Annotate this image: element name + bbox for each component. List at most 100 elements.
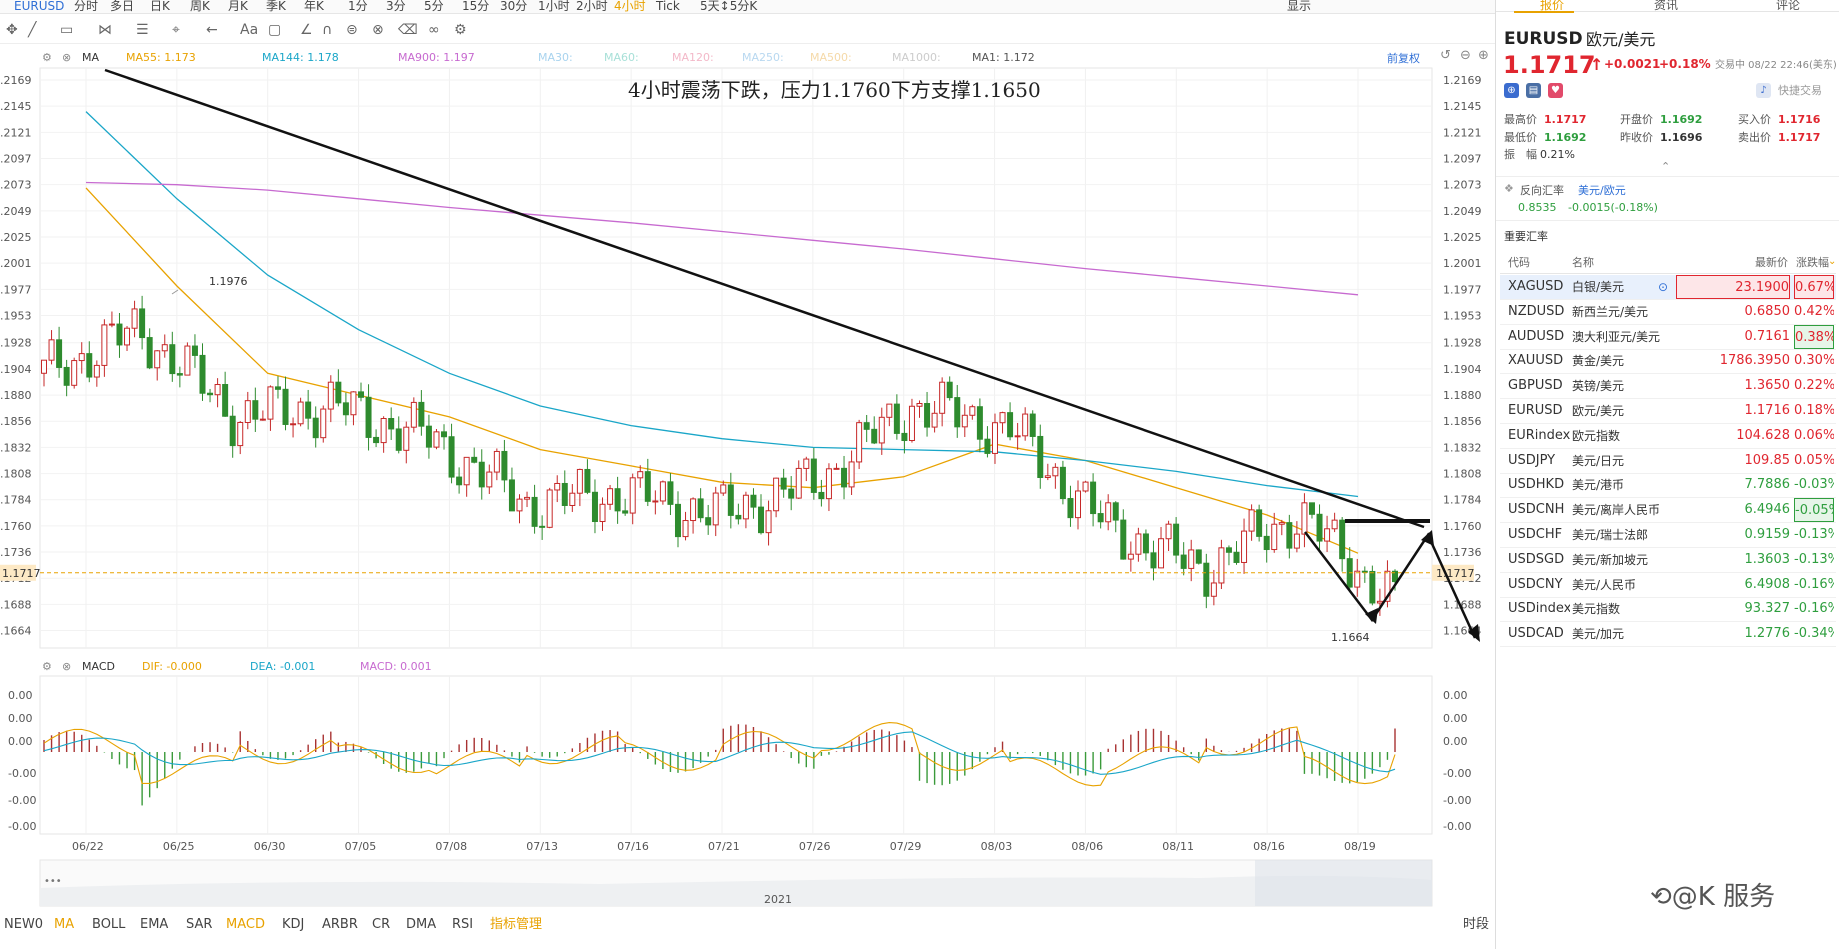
rate-row[interactable]: XAUUSD 黄金/美元 1786.3950 0.30% — [1500, 349, 1836, 375]
collapse-icon[interactable]: ⌃ — [1661, 160, 1671, 173]
ma-legend-item[interactable]: MA250: — [742, 51, 784, 64]
rate-row[interactable]: AUDUSD 澳大利亚元/美元 0.7161 0.38% — [1500, 324, 1836, 350]
period-tab[interactable]: 年K — [304, 0, 324, 13]
rate-row[interactable]: EURindex 欧元指数 104.628 0.06% — [1500, 424, 1836, 449]
panel-tab[interactable]: 评论 — [1776, 0, 1801, 12]
macd-legend-item[interactable]: DIF: -0.000 — [142, 660, 202, 673]
period-tab[interactable]: 15分 — [462, 0, 490, 13]
indicator-tab[interactable]: MA — [54, 917, 75, 932]
target-icon[interactable]: ⊙ — [1658, 280, 1669, 294]
rate-row[interactable]: USDJPY 美元/日元 109.85 0.05% — [1500, 449, 1836, 474]
quick-trade-button[interactable]: 快捷交易 — [1778, 84, 1822, 97]
indicator-tab[interactable]: 指标管理 — [490, 917, 543, 932]
indicator-tab[interactable]: EMA — [140, 917, 169, 932]
rate-row[interactable]: USDCHF 美元/瑞士法郎 0.9159-0.13% — [1500, 523, 1836, 548]
zoom-out-icon[interactable]: ⊖ — [1460, 48, 1471, 63]
sort-icon[interactable]: ⌄ — [1828, 256, 1837, 267]
period-tab[interactable]: Tick — [656, 0, 680, 13]
bell-icon[interactable]: ♪ — [1756, 83, 1771, 98]
macd-legend-title[interactable]: MACD — [82, 660, 115, 673]
ma-legend-title[interactable]: MA — [82, 51, 100, 64]
period-tab[interactable]: 月K — [228, 0, 248, 13]
text-tool-icon[interactable]: Aa — [240, 22, 259, 38]
rate-row[interactable]: USDCNH 美元/离岸人民币 6.4946-0.05% — [1500, 498, 1836, 524]
period-tab[interactable]: 1小时 — [538, 0, 570, 13]
magnet-icon[interactable]: ∩ — [322, 22, 333, 38]
period-tab[interactable]: 5天↕5分K — [700, 0, 758, 13]
rate-row[interactable]: USDSGD 美元/新加坡元 1.3603-0.13% — [1500, 548, 1836, 573]
doc-icon[interactable]: ▤ — [1526, 83, 1541, 98]
rate-row[interactable]: USDCAD 美元/加元 1.2776-0.34% — [1500, 622, 1836, 648]
ma-legend-item[interactable]: MA30: — [538, 51, 573, 64]
display-menu[interactable]: 显示 — [1287, 0, 1312, 13]
rect-tool-icon[interactable]: ▭ — [60, 22, 74, 38]
ma-close-icon[interactable]: ⊗ — [62, 51, 72, 64]
rate-row[interactable]: USDCNY 美元/人民币 6.4908-0.16% — [1500, 573, 1836, 598]
rate-row[interactable]: XAGUSD 白银/美元 23.1900 0.67% ⊙ — [1500, 275, 1836, 300]
indicator-tab[interactable]: MACD — [226, 917, 265, 932]
rate-row[interactable]: EURUSD 欧元/美元 1.1716 0.18% — [1500, 399, 1836, 424]
ma-legend-item[interactable]: MA1: 1.172 — [972, 51, 1035, 64]
rate-row[interactable]: USDHKD 美元/港币 7.7886-0.03% — [1500, 473, 1836, 499]
eye-icon[interactable]: ⊜ — [346, 22, 358, 38]
fib-tool-icon[interactable]: ⋈ — [98, 22, 112, 38]
globe-icon[interactable]: ⊕ — [1504, 83, 1519, 98]
indicator-tab[interactable]: KDJ — [282, 917, 305, 932]
panel-tab[interactable]: 报价 — [1540, 0, 1565, 12]
measure-tool-icon[interactable]: ⌖ — [172, 22, 180, 38]
session-button[interactable]: 时段 — [1463, 917, 1490, 932]
indicator-tab[interactable]: DMA — [406, 917, 437, 932]
line-tool-icon[interactable]: ╱ — [28, 22, 37, 38]
header-pct[interactable]: 涨跌幅 — [1796, 256, 1829, 269]
rate-row[interactable]: NZDUSD 新西兰元/美元 0.6850 0.42% — [1500, 300, 1836, 325]
ma-legend-item[interactable]: MA144: 1.178 — [262, 51, 339, 64]
ma-legend-item[interactable]: MA55: 1.173 — [126, 51, 196, 64]
indicator-tab[interactable]: RSI — [452, 917, 474, 932]
settings-icon[interactable]: ⚙ — [454, 22, 467, 38]
ma-settings-icon[interactable]: ⚙ — [42, 51, 52, 64]
reset-icon[interactable]: ↺ — [1440, 48, 1451, 63]
candlestick-chart[interactable]: .2169 1.2169 .2145 1.2145 .2121 1.2121 .2097 1.… — [0, 0, 1495, 949]
arrow-tool-icon[interactable]: ← — [206, 22, 218, 38]
lock-icon[interactable]: ⊗ — [372, 22, 384, 38]
period-tab[interactable]: 5分 — [424, 0, 444, 13]
macd-legend-item[interactable]: DEA: -0.001 — [250, 660, 316, 673]
ma-legend-item[interactable]: MA120: — [672, 51, 714, 64]
indicator-tab[interactable]: SAR — [186, 917, 213, 932]
indicator-tab[interactable]: ARBR — [322, 917, 358, 932]
comment-tool-icon[interactable]: ▢ — [268, 22, 282, 38]
header-price[interactable]: 最新价 — [1755, 256, 1788, 269]
ma-legend-item[interactable]: MA1000: — [892, 51, 941, 64]
period-tab[interactable]: 日K — [150, 0, 170, 13]
symbol-tab[interactable]: EURUSD — [14, 0, 65, 13]
restore-toggle[interactable]: 前复权 — [1387, 52, 1420, 65]
period-tab[interactable]: 分时 — [74, 0, 99, 13]
indicator-tab[interactable]: CR — [372, 917, 391, 932]
macd-settings-icon[interactable]: ⚙ — [42, 660, 52, 673]
channel-tool-icon[interactable]: ☰ — [136, 22, 149, 38]
period-tab[interactable]: 周K — [190, 0, 210, 13]
period-tab[interactable]: 30分 — [500, 0, 528, 13]
ma-legend-item[interactable]: MA500: — [810, 51, 852, 64]
reverse-pair[interactable]: 美元/欧元 — [1578, 184, 1626, 197]
macd-legend-item[interactable]: MACD: 0.001 — [360, 660, 432, 673]
crosshair-icon[interactable]: ✥ — [6, 22, 18, 38]
period-tab[interactable]: 1分 — [348, 0, 368, 13]
panel-tab[interactable]: 资讯 — [1654, 0, 1679, 12]
brush-tool-icon[interactable]: ∠ — [300, 22, 313, 38]
ma-legend-item[interactable]: MA900: 1.197 — [398, 51, 475, 64]
indicator-tab[interactable]: NEW0 — [4, 917, 44, 932]
period-tab[interactable]: 4小时 — [614, 0, 646, 13]
period-tab[interactable]: 多日 — [110, 0, 135, 13]
period-tab[interactable]: 季K — [266, 0, 286, 13]
indicator-tab[interactable]: BOLL — [92, 917, 126, 932]
link-icon[interactable]: ∞ — [428, 22, 440, 38]
rate-row[interactable]: GBPUSD 英镑/美元 1.3650 0.22% — [1500, 374, 1836, 400]
heart-icon[interactable]: ♥ — [1548, 83, 1563, 98]
zoom-in-icon[interactable]: ⊕ — [1478, 48, 1489, 63]
trash-icon[interactable]: ⌫ — [398, 22, 418, 38]
period-tab[interactable]: 3分 — [386, 0, 406, 13]
macd-close-icon[interactable]: ⊗ — [62, 660, 72, 673]
period-tab[interactable]: 2小时 — [576, 0, 608, 13]
